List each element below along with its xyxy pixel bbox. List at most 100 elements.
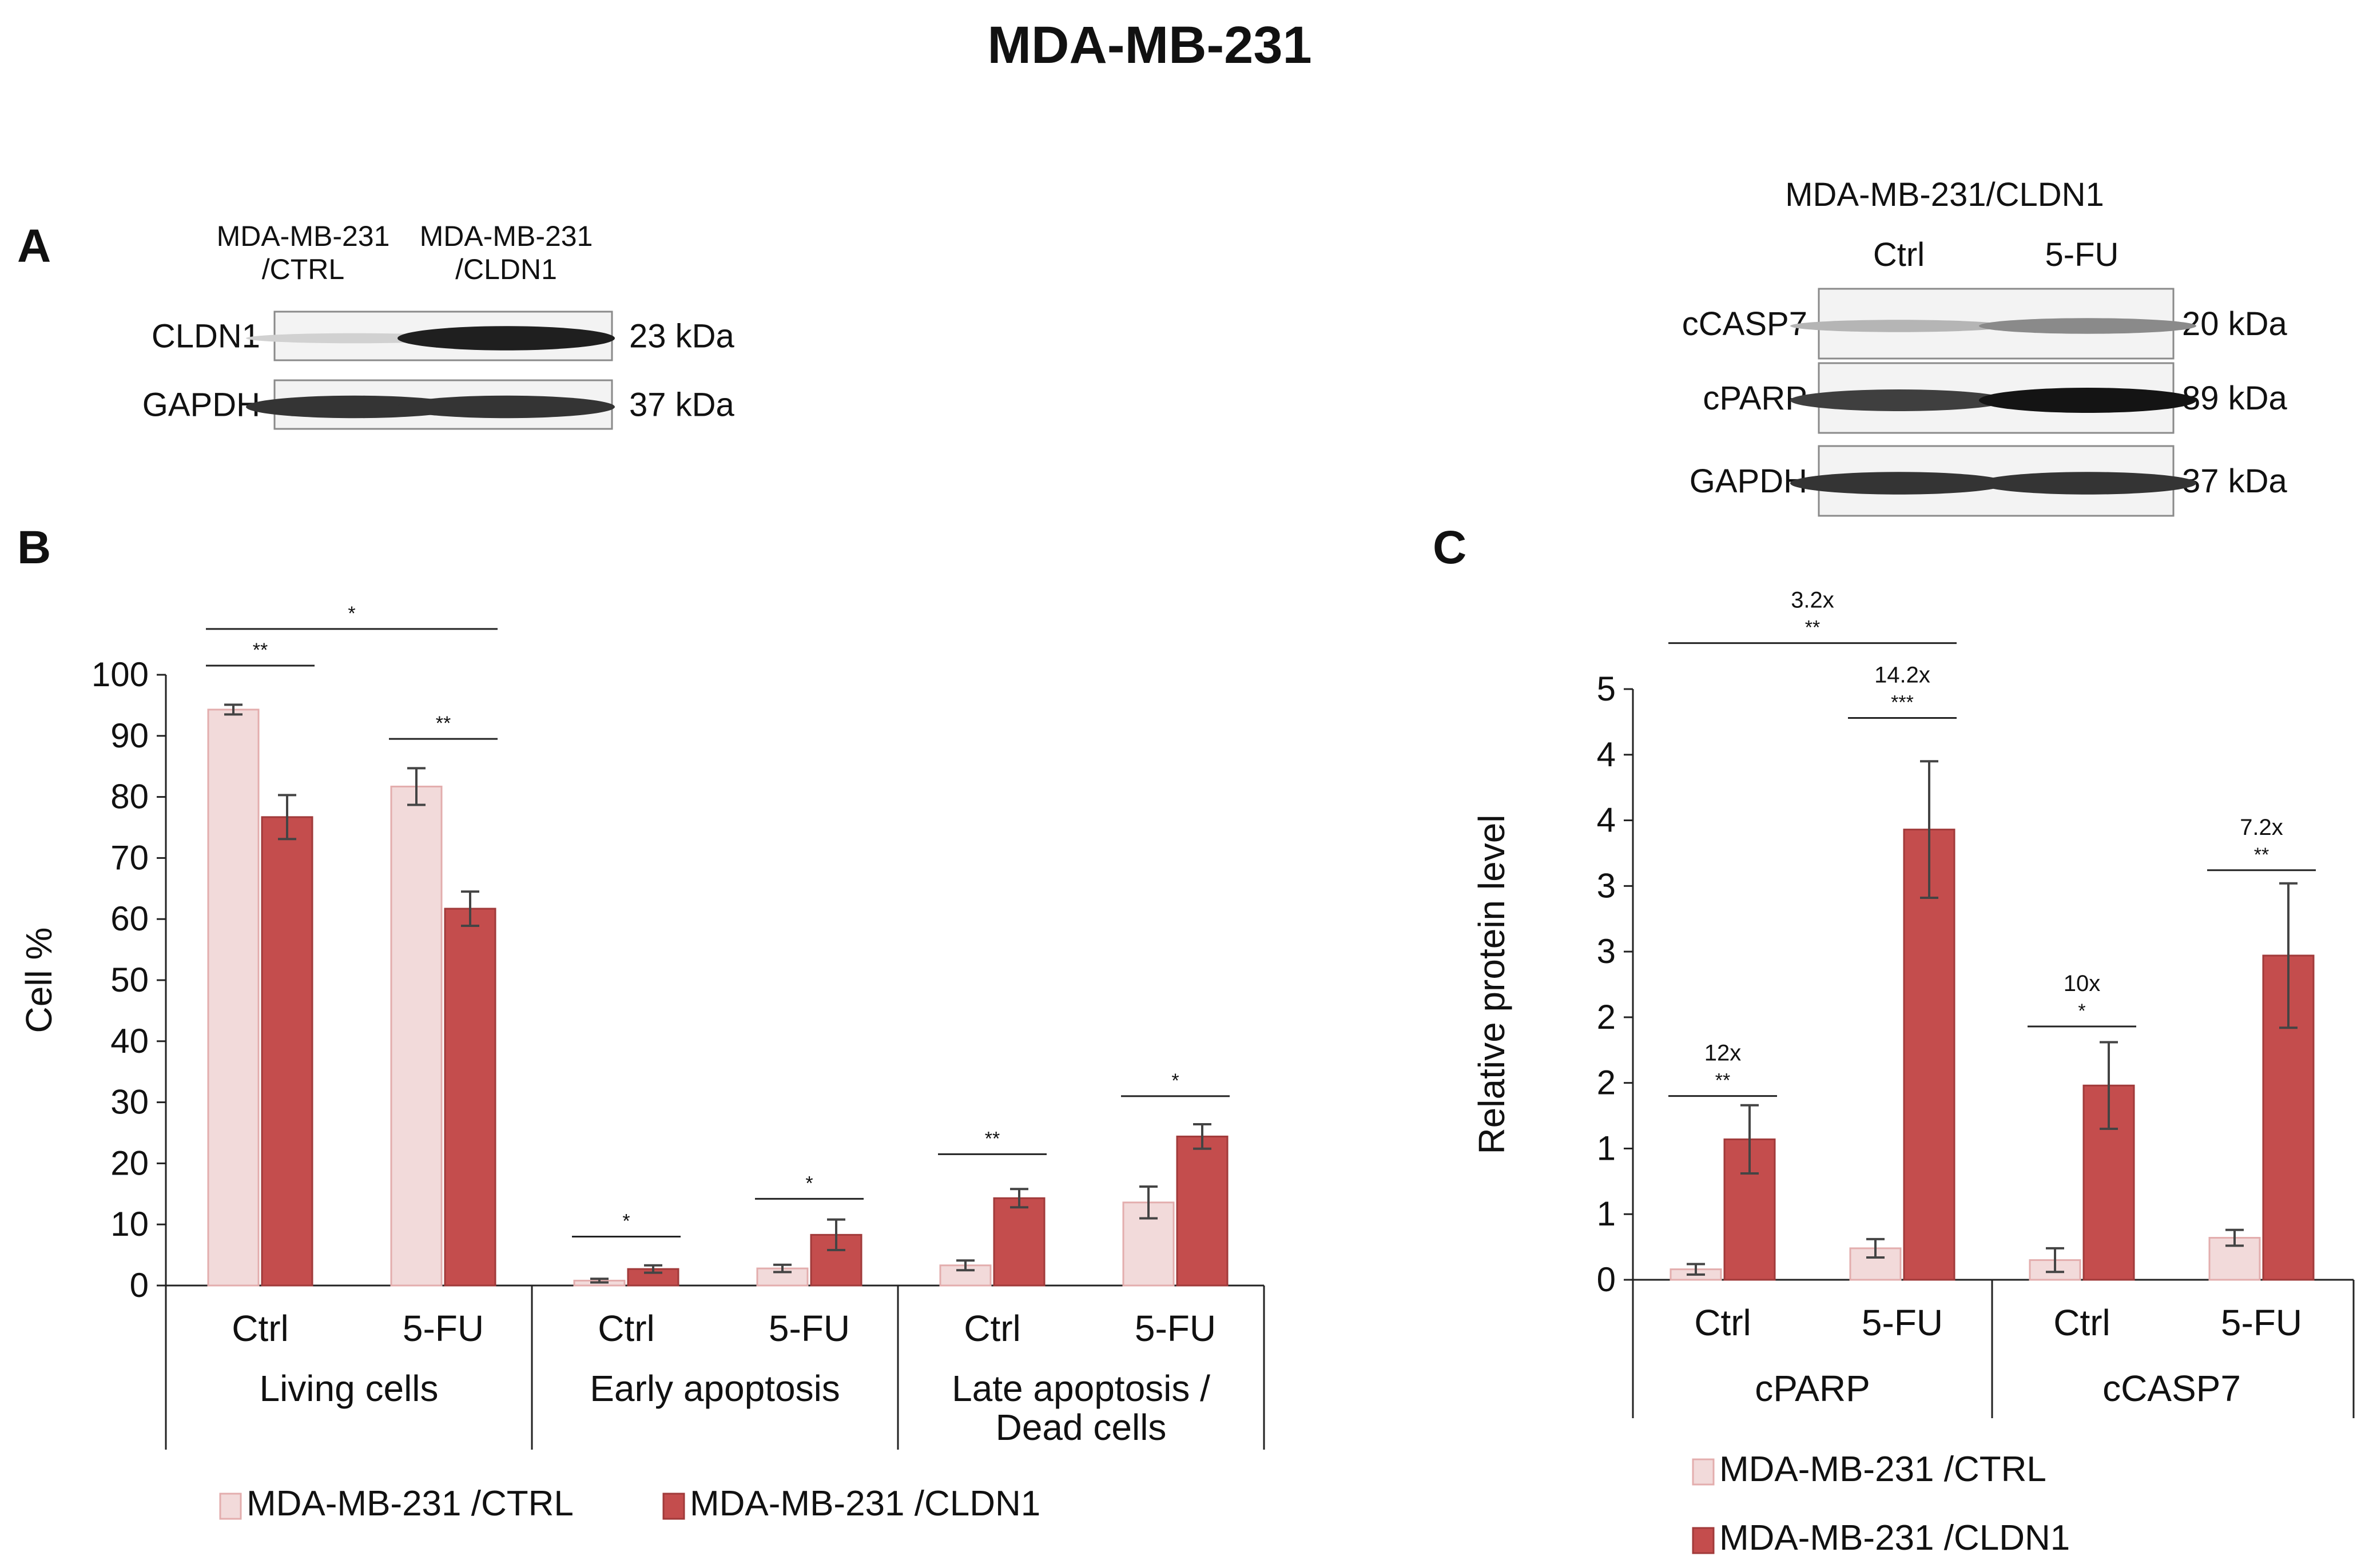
y-tick-label: 70 <box>110 838 149 877</box>
y-tick-label: 100 <box>92 655 149 694</box>
category-label: Ctrl <box>2053 1302 2110 1343</box>
significance-stars: * <box>2078 1000 2085 1022</box>
legend-swatch <box>1692 1458 1715 1486</box>
legend-swatch <box>1692 1527 1715 1554</box>
y-tick-label: 10 <box>110 1205 149 1243</box>
panel-b-label: B <box>17 522 51 574</box>
group-label: cCASP7 <box>2102 1368 2241 1409</box>
legend-label: MDA-MB-231 /CLDN1 <box>690 1484 1040 1523</box>
category-label: Ctrl <box>964 1308 1021 1349</box>
panel-c-chart: C 0 1 1 2 2 3 3 4 4 5 Relative protein level Ctrl 5-… <box>1433 522 2355 1558</box>
blot-band <box>1979 318 2196 334</box>
group-label: Early apoptosis <box>590 1368 840 1409</box>
fold-change-label: 10x <box>2064 971 2101 996</box>
group-label-line: Early apoptosis <box>590 1368 840 1409</box>
blot-lane-label-line: MDA-MB-231 <box>217 220 390 252</box>
significance-stars: ** <box>1805 617 1820 639</box>
y-tick-label: 80 <box>110 778 149 816</box>
y-axis-label: Cell % <box>18 928 59 1033</box>
y-tick-label: 1 <box>1597 1195 1616 1233</box>
blot-protein-label: GAPDH <box>1690 463 1807 500</box>
blot-band <box>398 326 615 351</box>
significance-stars: ** <box>253 639 268 661</box>
fold-change-label: 14.2x <box>1874 663 1930 688</box>
blot-lane-label-line: /CLDN1 <box>455 253 557 285</box>
blot-protein-label: GAPDH <box>142 387 260 424</box>
y-tick-label: 20 <box>110 1144 149 1182</box>
fold-change-label: 7.2x <box>2240 815 2283 840</box>
blot-protein-label: cCASP7 <box>1682 305 1807 343</box>
y-tick-label: 1 <box>1597 1129 1616 1167</box>
blot-size-label: 20 kDa <box>2182 305 2288 343</box>
group-label: Late apoptosis / Dead cells <box>952 1368 1210 1448</box>
blot-lane-label: 5-FU <box>2045 236 2119 273</box>
significance-stars: ** <box>436 713 451 734</box>
legend-label: MDA-MB-231 /CTRL <box>247 1484 574 1523</box>
blot-band <box>1790 320 2008 332</box>
bar-ctrl <box>390 785 443 1287</box>
y-tick-label: 40 <box>110 1022 149 1060</box>
y-tick-label: 90 <box>110 717 149 755</box>
y-tick-label: 0 <box>130 1266 149 1304</box>
group-label-line: Late apoptosis / <box>952 1368 1210 1409</box>
blot-band <box>1979 472 2196 495</box>
blot-band <box>1979 388 2196 413</box>
group-label-line: Dead cells <box>996 1407 1167 1448</box>
y-tick-label: 50 <box>110 961 149 999</box>
bar-cldn <box>1176 1135 1229 1287</box>
significance-stars: ** <box>2254 844 2269 866</box>
category-label: Ctrl <box>598 1308 655 1349</box>
blot-lane-label: MDA-MB-231/CLDN1 <box>420 220 593 285</box>
y-tick-label: 4 <box>1597 735 1616 774</box>
significance-stars: *** <box>1891 692 1914 714</box>
y-tick-label: 30 <box>110 1083 149 1121</box>
panel-b-chart: B 0 10 20 30 40 50 60 70 80 90 100 Cell % Ctrl 5-FU Ct… <box>17 522 1265 1523</box>
y-tick-label: 60 <box>110 900 149 938</box>
legend-swatch <box>219 1493 242 1520</box>
group-label: cPARP <box>1755 1368 1870 1409</box>
blot-lane-label-line: /CTRL <box>262 253 344 285</box>
significance-stars: * <box>348 603 355 624</box>
group-label-line: cCASP7 <box>2102 1368 2241 1409</box>
panel-a2-header: MDA-MB-231/CLDN1 <box>1785 176 2104 213</box>
significance-stars: * <box>622 1211 630 1232</box>
blot-size-label: 89 kDa <box>2182 380 2288 417</box>
blot-size-label: 23 kDa <box>629 318 735 355</box>
blot-protein-label: cPARP <box>1703 380 1807 417</box>
blot-band <box>246 395 463 419</box>
bar-cldn <box>1903 829 1955 1281</box>
panel-a2-blot: MDA-MB-231/CLDN1 Ctrl 5-FU cCASP7 20 kDa cPA… <box>1682 176 2288 517</box>
fold-change-label: 12x <box>1704 1041 1742 1066</box>
y-axis-label: Relative protein level <box>1471 814 1512 1154</box>
bar-cldn <box>444 908 496 1287</box>
significance-stars: * <box>1171 1070 1179 1092</box>
category-label: 5-FU <box>403 1308 484 1349</box>
blot-lane-label: Ctrl <box>1873 236 1925 273</box>
y-tick-label: 5 <box>1597 670 1616 708</box>
category-label: 5-FU <box>2221 1302 2302 1343</box>
blot-lane-label: MDA-MB-231/CTRL <box>217 220 390 285</box>
y-tick-label: 2 <box>1597 1064 1616 1102</box>
bar-cldn <box>261 816 313 1287</box>
panel-a-label: A <box>17 220 51 272</box>
y-tick-label: 3 <box>1597 932 1616 970</box>
category-label: Ctrl <box>1694 1302 1751 1343</box>
fold-change-label: 3.2x <box>1791 588 1834 613</box>
blot-band <box>1790 472 2008 495</box>
y-tick-label: 4 <box>1597 801 1616 839</box>
figure-title: MDA-MB-231 <box>987 16 1311 74</box>
legend-label: MDA-MB-231 /CTRL <box>1719 1450 2046 1489</box>
panel-c-label: C <box>1433 522 1466 574</box>
blot-band <box>398 395 615 419</box>
category-label: 5-FU <box>769 1308 850 1349</box>
significance-stars: ** <box>1715 1070 1730 1092</box>
y-tick-label: 3 <box>1597 866 1616 905</box>
category-label: 5-FU <box>1135 1308 1216 1349</box>
group-label-line: cPARP <box>1755 1368 1870 1409</box>
bar-cldn <box>993 1197 1046 1287</box>
y-tick-label: 0 <box>1597 1260 1616 1299</box>
y-tick-label: 2 <box>1597 998 1616 1036</box>
bar-ctrl <box>207 709 260 1287</box>
